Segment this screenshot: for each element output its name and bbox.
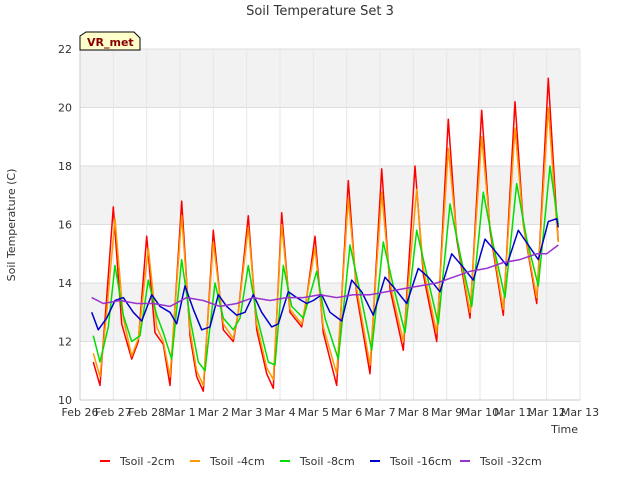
x-tick-label: Mar 10 (461, 406, 499, 419)
x-tick-label: Mar 5 (298, 406, 329, 419)
series-line-tsoil-8cm (92, 165, 560, 372)
x-tick-label: Mar 3 (231, 406, 262, 419)
x-tick-label: Mar 12 (528, 406, 566, 419)
y-axis-label: Soil Temperature (C) (5, 169, 18, 282)
legend-label: Tsoil -4cm (209, 455, 265, 468)
annotation-label: VR_met (87, 36, 134, 49)
chart-title: Soil Temperature Set 3 (246, 4, 394, 19)
y-tick-label: 18 (58, 160, 72, 173)
legend: Tsoil -2cm Tsoil -4cm Tsoil -8cm Tsoil -16c… (100, 455, 542, 468)
annotation-box (79, 31, 141, 51)
x-tick-label: Mar 1 (164, 406, 195, 419)
x-tick-label: Feb 28 (128, 406, 165, 419)
y-tick-label: 22 (58, 43, 72, 56)
background-band (80, 166, 580, 225)
x-tick-label: Mar 8 (398, 406, 429, 419)
legend-item: Tsoil -16cm (370, 455, 452, 468)
background-band (80, 49, 580, 108)
y-tick-label: 10 (58, 394, 72, 407)
x-tick-label: Mar 7 (364, 406, 395, 419)
series-line-tsoil-16cm (90, 217, 560, 331)
y-tick-label: 12 (58, 336, 72, 349)
legend-item: Tsoil -32cm (460, 455, 542, 468)
x-tick-label: Mar 9 (431, 406, 462, 419)
series-line-tsoil-32cm (91, 244, 559, 308)
legend-item: Tsoil -2cm (100, 455, 175, 468)
y-tick-labels: 10 12 14 16 18 20 22 (58, 43, 72, 407)
x-tick-label: Mar 11 (494, 406, 532, 419)
y-tick-label: 14 (58, 277, 72, 290)
legend-label: Tsoil -32cm (479, 455, 542, 468)
legend-label: Tsoil -16cm (389, 455, 452, 468)
x-tick-label: Mar 13 (561, 406, 599, 419)
axes (79, 49, 580, 401)
x-axis-label: Time (550, 423, 578, 436)
x-tick-label: Mar 4 (264, 406, 295, 419)
x-tick-label: Mar 2 (198, 406, 229, 419)
x-tick-label: Feb 27 (95, 406, 132, 419)
legend-item: Tsoil -8cm (280, 455, 355, 468)
series-line-tsoil-4cm (92, 106, 560, 387)
x-tick-label: Mar 6 (331, 406, 362, 419)
y-tick-label: 20 (58, 102, 72, 115)
x-tick-label: Feb 26 (62, 406, 99, 419)
station-annotation: VR_met (79, 31, 141, 51)
series-layer (90, 77, 560, 392)
series-line-tsoil-2cm (92, 77, 560, 392)
y-tick-label: 16 (58, 219, 72, 232)
legend-label: Tsoil -8cm (299, 455, 355, 468)
legend-item: Tsoil -4cm (190, 455, 265, 468)
legend-label: Tsoil -2cm (119, 455, 175, 468)
